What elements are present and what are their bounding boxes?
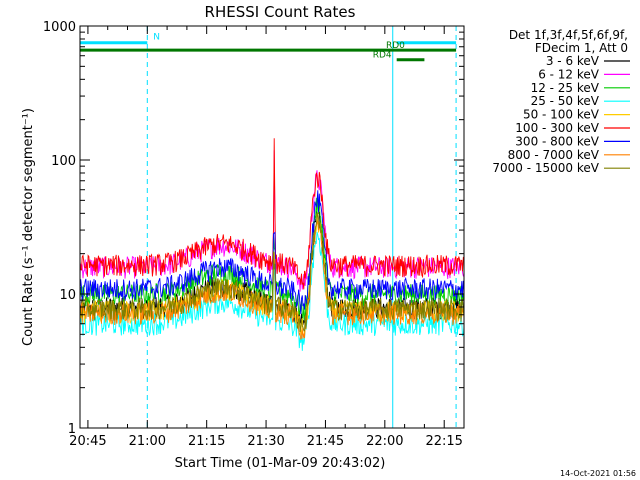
legend-label: 800 - 7000 keV: [508, 148, 600, 162]
series-line: [79, 190, 465, 315]
y-axis-label: Count Rate (s⁻¹ detector segment⁻¹): [21, 108, 36, 346]
x-tick-label: 22:15: [425, 434, 462, 449]
x-tick-label: 21:30: [247, 434, 284, 449]
y-tick-label: 10: [59, 288, 76, 303]
x-tick-label: 21:15: [188, 434, 225, 449]
annotation-label: N: [153, 33, 160, 43]
legend-label: 7000 - 15000 keV: [492, 161, 599, 175]
legend: Det 1f,3f,4f,5f,6f,9f,FDecim 1, Att 03 -…: [492, 28, 630, 175]
x-axis-label: Start Time (01-Mar-09 20:43:02): [175, 456, 386, 471]
legend-label: 12 - 25 keV: [531, 81, 600, 95]
legend-header: Det 1f,3f,4f,5f,6f,9f,: [509, 28, 628, 42]
y-tick-label: 1000: [43, 20, 76, 35]
annotation-label: RD4: [373, 51, 392, 61]
render-timestamp: 14-Oct-2021 01:56: [560, 469, 636, 478]
legend-label: 25 - 50 keV: [531, 94, 600, 108]
instrument-state-lines: [79, 26, 457, 428]
legend-label: 300 - 800 keV: [515, 134, 599, 148]
y-tick-label: 100: [51, 154, 76, 169]
x-tick-label: 21:00: [129, 434, 166, 449]
x-axis: 20:45 21:00 21:15 21:30 21:45 22:00 22:15: [69, 26, 465, 449]
legend-label: 100 - 300 keV: [515, 121, 599, 135]
series-line: [79, 212, 465, 333]
legend-label: 6 - 12 keV: [538, 67, 600, 81]
x-tick-label: 21:45: [307, 434, 344, 449]
y-tick-label: 1: [68, 422, 76, 437]
x-tick-label: 22:00: [366, 434, 403, 449]
series-line: [79, 231, 465, 351]
x-tick-label: 20:45: [69, 434, 106, 449]
legend-label: 3 - 6 keV: [546, 54, 600, 68]
chart-title: RHESSI Count Rates: [205, 3, 356, 21]
legend-label: 50 - 100 keV: [523, 108, 600, 122]
legend-header: FDecim 1, Att 0: [535, 41, 628, 55]
annotation-label: RD0: [386, 41, 405, 51]
series-layer: [79, 138, 465, 351]
plot-frame: [79, 25, 465, 429]
y-axis: 1 10 100 1000: [43, 20, 464, 437]
series-line: [79, 138, 465, 290]
